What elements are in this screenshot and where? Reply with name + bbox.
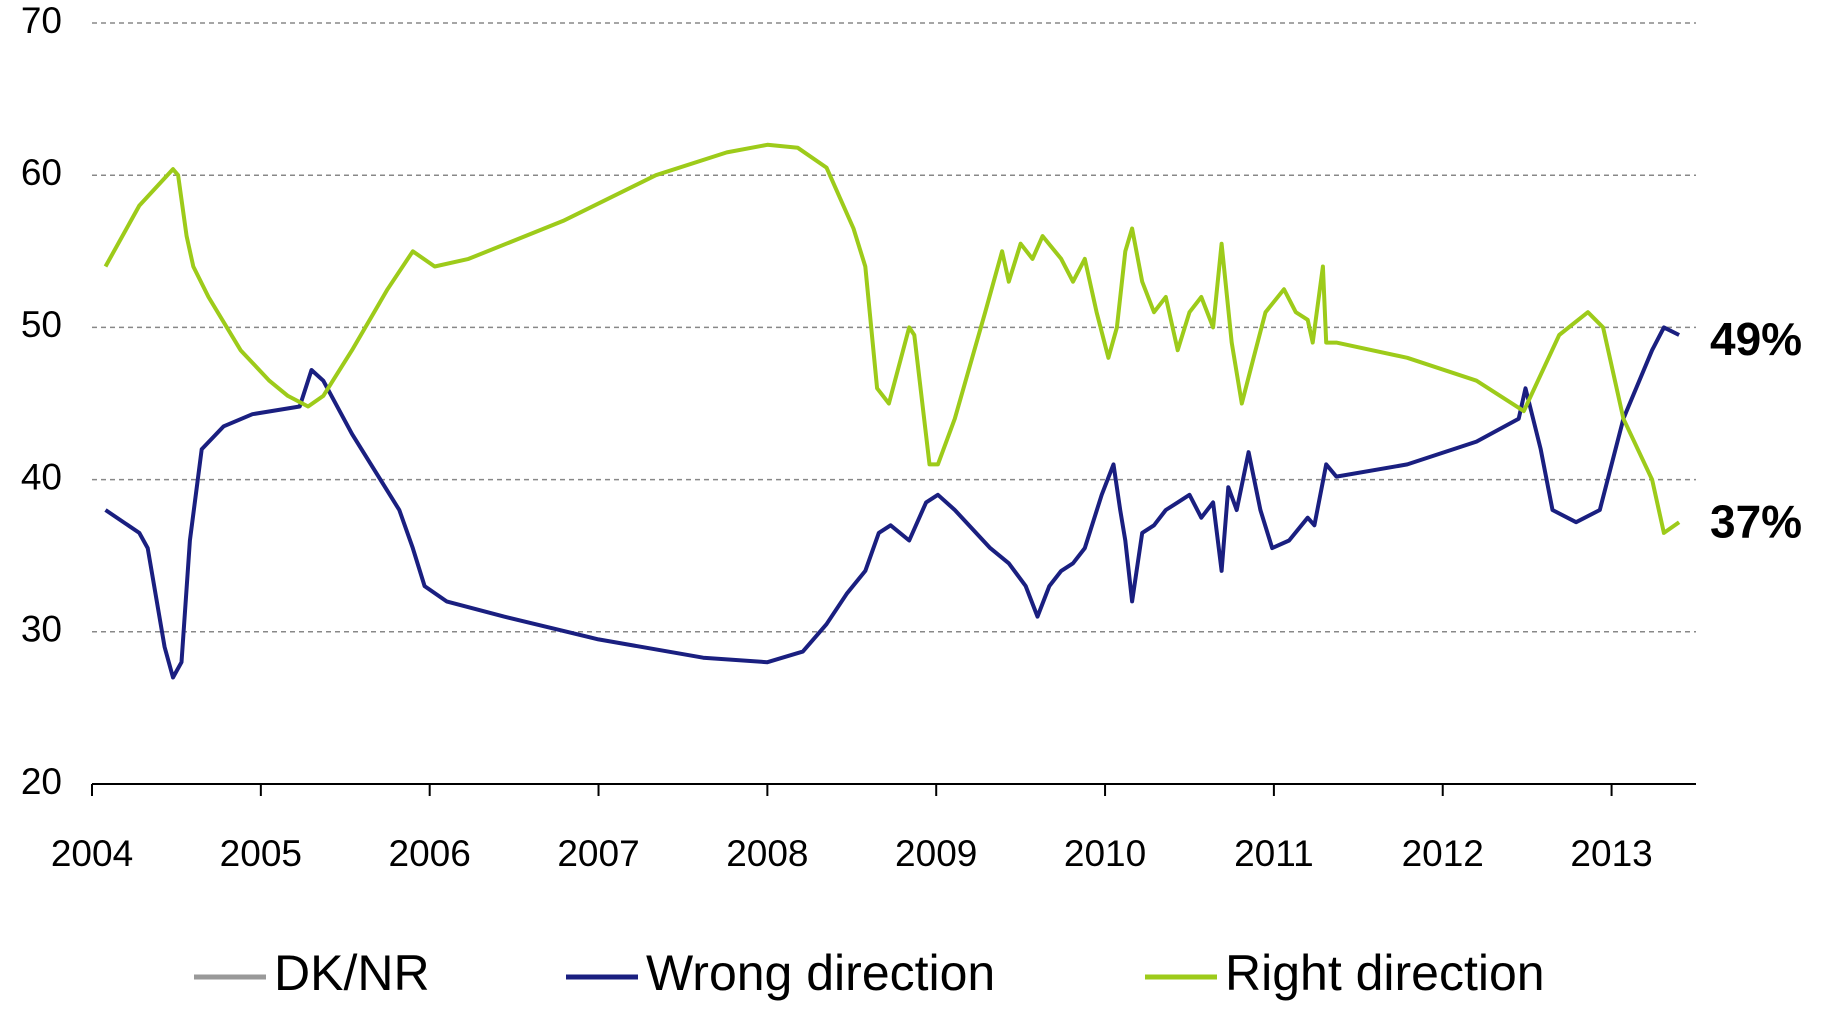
x-tick-label: 2011 xyxy=(1234,833,1314,874)
x-tick-label: 2009 xyxy=(895,833,977,874)
y-tick-label: 20 xyxy=(21,761,62,802)
y-tick-label: 50 xyxy=(21,304,62,345)
y-tick-label: 40 xyxy=(21,456,62,497)
x-tick-label: 2008 xyxy=(726,833,808,874)
x-tick-label: 2012 xyxy=(1402,833,1484,874)
series-line xyxy=(103,142,1681,535)
x-tick-label: 2006 xyxy=(389,833,471,874)
series-line xyxy=(104,325,1680,680)
legend-label: DK/NR xyxy=(274,945,430,1001)
x-tick-label: 2007 xyxy=(557,833,639,874)
legend-label: Right direction xyxy=(1225,945,1545,1001)
x-tick-label: 2005 xyxy=(220,833,302,874)
y-tick-label: 60 xyxy=(21,152,62,193)
end-label: 37% xyxy=(1710,495,1802,547)
end-label: 49% xyxy=(1710,313,1802,365)
x-tick-label: 2013 xyxy=(1570,833,1652,874)
x-tick-label: 2004 xyxy=(51,833,133,874)
x-tick-label: 2010 xyxy=(1064,833,1146,874)
y-tick-label: 30 xyxy=(21,609,62,650)
y-tick-label: 70 xyxy=(21,0,62,41)
legend-label: Wrong direction xyxy=(646,945,995,1001)
